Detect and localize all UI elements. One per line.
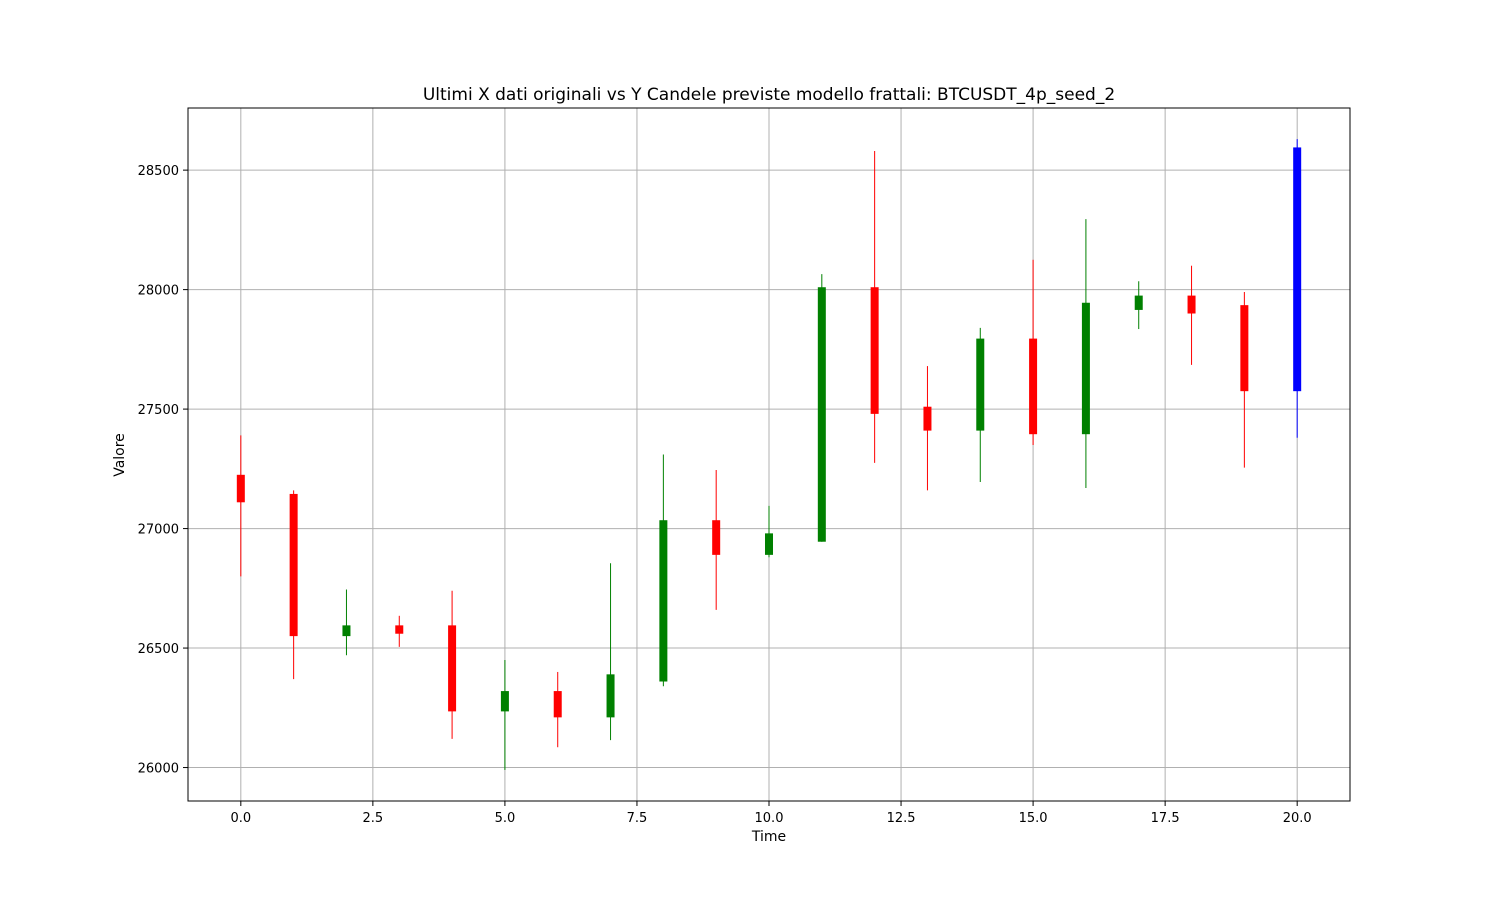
candle-body bbox=[553, 691, 562, 718]
candle bbox=[1240, 292, 1249, 468]
y-axis-label: Valore bbox=[112, 433, 128, 477]
y-tick-label: 28000 bbox=[138, 284, 179, 299]
candle bbox=[817, 274, 826, 542]
candle bbox=[765, 505, 773, 558]
x-tick-label: 12.5 bbox=[887, 811, 916, 826]
candle bbox=[289, 490, 298, 680]
x-tick-label: 0.0 bbox=[230, 811, 251, 826]
candle bbox=[500, 660, 509, 770]
candle-body bbox=[659, 520, 668, 682]
y-tick-label: 26000 bbox=[138, 762, 179, 777]
candle bbox=[659, 454, 668, 687]
candle bbox=[923, 366, 932, 491]
grid bbox=[188, 108, 1350, 801]
candles bbox=[236, 139, 1302, 770]
candle bbox=[448, 590, 457, 739]
candle-body bbox=[289, 493, 298, 637]
candle bbox=[236, 435, 245, 577]
candle-body bbox=[236, 474, 245, 503]
candle-body bbox=[1240, 305, 1249, 392]
candle-body bbox=[765, 533, 773, 555]
candle-body bbox=[448, 625, 457, 712]
candle-body bbox=[712, 520, 721, 555]
candle bbox=[606, 563, 615, 741]
y-tick-label: 27500 bbox=[138, 403, 179, 418]
candle-body bbox=[1187, 295, 1196, 314]
candle bbox=[1187, 265, 1196, 365]
x-axis-label: Time bbox=[751, 829, 786, 845]
y-axis-ticks: 26000 26500 27000 27500 28000 28500 bbox=[138, 164, 188, 777]
candle bbox=[395, 615, 404, 647]
candle-body bbox=[1029, 338, 1038, 435]
x-tick-label: 17.5 bbox=[1151, 811, 1180, 826]
candle bbox=[1081, 219, 1090, 488]
candle-body bbox=[976, 338, 985, 431]
candle-body bbox=[1293, 147, 1302, 392]
candle bbox=[1134, 281, 1143, 330]
candle-body bbox=[500, 691, 509, 712]
candle-body bbox=[1081, 302, 1090, 435]
x-tick-label: 2.5 bbox=[363, 811, 384, 826]
y-tick-label: 27000 bbox=[138, 523, 179, 538]
y-tick-label: 26500 bbox=[138, 642, 179, 657]
candle-body bbox=[1134, 295, 1143, 310]
x-axis-ticks: 0.0 2.5 5.0 7.5 10.0 12.5 15.0 17.5 20.0 bbox=[230, 801, 1312, 826]
candle bbox=[1029, 259, 1038, 445]
x-tick-label: 10.0 bbox=[755, 811, 784, 826]
x-tick-label: 15.0 bbox=[1019, 811, 1048, 826]
candle-body bbox=[342, 625, 351, 637]
x-tick-label: 20.0 bbox=[1283, 811, 1312, 826]
candle-body bbox=[606, 674, 615, 718]
candle bbox=[553, 671, 562, 748]
candle-body bbox=[817, 287, 826, 542]
candle-body bbox=[870, 287, 879, 414]
candle bbox=[870, 151, 879, 463]
candle bbox=[1293, 139, 1302, 438]
candle bbox=[712, 470, 721, 610]
chart-title: Ultimi X dati originali vs Y Candele pre… bbox=[423, 85, 1115, 105]
candle-body bbox=[395, 625, 404, 634]
candle bbox=[342, 589, 351, 656]
x-tick-label: 7.5 bbox=[627, 811, 648, 826]
candle bbox=[976, 327, 985, 482]
candle-body bbox=[923, 406, 932, 431]
y-tick-label: 28500 bbox=[138, 164, 179, 179]
x-tick-label: 5.0 bbox=[495, 811, 516, 826]
